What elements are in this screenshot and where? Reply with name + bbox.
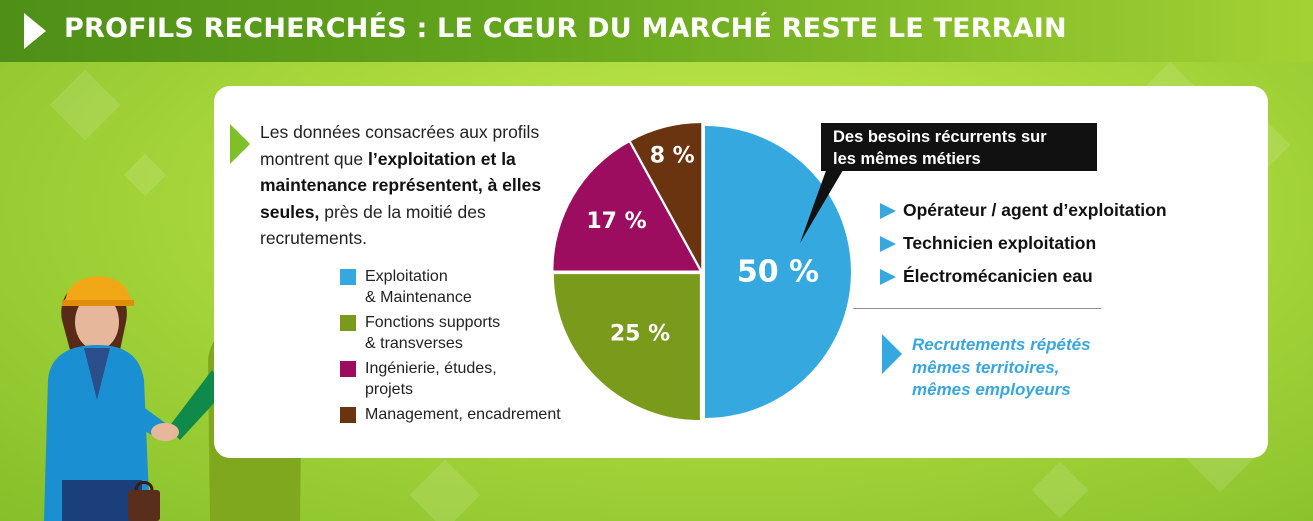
- legend-swatch: [340, 269, 356, 285]
- pie-slice-label: 8 %: [650, 143, 695, 168]
- legend-label-line: & transverses: [365, 335, 463, 352]
- divider: [853, 308, 1101, 309]
- legend-swatch: [340, 315, 356, 331]
- job-label: Opérateur / agent d’exploitation: [903, 200, 1167, 220]
- legend-label: Ingénierie, études, projets: [365, 358, 605, 400]
- legend-swatch: [340, 407, 356, 423]
- pie-slice: [553, 274, 700, 421]
- callout-box: Des besoins récurrents sur les mêmes mét…: [821, 123, 1097, 171]
- callout-line: Des besoins récurrents sur: [833, 128, 1047, 146]
- legend-label: Fonctions supports & transverses: [365, 312, 605, 354]
- pie-slice-label: 25 %: [610, 321, 670, 346]
- intro-text-bold: l’exploitation et la maintenance représe…: [260, 148, 542, 222]
- legend-label: Exploitation & Maintenance: [365, 266, 605, 308]
- legend-swatch: [340, 361, 356, 377]
- callout-line: les mêmes métiers: [833, 150, 981, 168]
- intro-paragraph: Les données consacrées aux profils montr…: [260, 119, 580, 252]
- legend-label-line: projets: [365, 381, 414, 398]
- note-chevron-icon: [882, 334, 902, 374]
- job-label: Technicien exploitation: [903, 233, 1097, 253]
- legend-label-line: Management, encadrement: [365, 406, 561, 423]
- page-title: PROFILS RECHERCHÉS : LE CŒUR DU MARCHÉ R…: [64, 13, 1067, 44]
- legend-label: Management, encadrement: [365, 404, 605, 425]
- pie-slice: [630, 123, 702, 270]
- legend-label-line: Ingénierie, études,: [365, 360, 497, 377]
- pie-slice-label: 50 %: [737, 255, 819, 290]
- intro-text-part1: Les données consacrées aux profils montr…: [260, 122, 540, 169]
- note-line: mêmes employeurs: [912, 380, 1071, 399]
- pie-slice-label: 17 %: [586, 209, 646, 234]
- job-arrow-icon: [880, 269, 896, 285]
- intro-text-part2: près de la moitié des recrutements.: [260, 201, 486, 249]
- note-line: mêmes territoires,: [912, 357, 1060, 377]
- job-arrow-icon: [880, 203, 896, 219]
- callout-pointer: [800, 165, 846, 243]
- pie-slice: [553, 142, 700, 271]
- job-label: Électromécanicien eau: [903, 266, 1093, 286]
- legend-label-line: Fonctions supports: [365, 314, 501, 331]
- header-chevron-icon: [24, 13, 46, 49]
- intro-chevron-icon: [230, 124, 250, 164]
- note-line: Recrutements répétés: [912, 335, 1091, 354]
- legend-label-line: Exploitation: [365, 268, 448, 285]
- note-text: Recrutements répétés mêmes territoires, …: [912, 334, 1142, 402]
- legend-label-line: & Maintenance: [365, 289, 472, 306]
- job-arrow-icon: [880, 236, 896, 252]
- pie-slice: [705, 126, 851, 418]
- header-bar: PROFILS RECHERCHÉS : LE CŒUR DU MARCHÉ R…: [0, 0, 1313, 62]
- pie-chart: 50 % 25 % 17 % 8 %: [553, 123, 851, 421]
